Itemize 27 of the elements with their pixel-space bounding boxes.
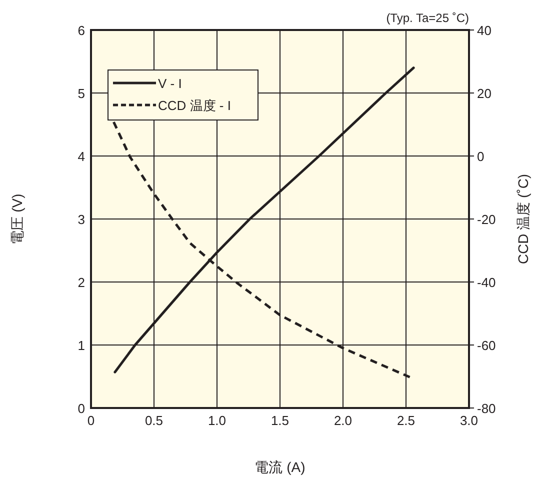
x-tick-label: 0.5 bbox=[144, 413, 164, 428]
x-tick-label: 0 bbox=[87, 413, 95, 428]
y2-tick-label: -60 bbox=[477, 338, 496, 353]
y-axis-title: 電圧 (V) bbox=[9, 194, 25, 244]
y-tick-label: 1 bbox=[78, 338, 85, 353]
y2-tick-label: 0 bbox=[477, 149, 484, 164]
x-tick-label: 1.0 bbox=[208, 413, 226, 428]
y-tick-label: 5 bbox=[78, 86, 85, 101]
y2-tick-label: 20 bbox=[477, 86, 492, 101]
y2-tick-label: 40 bbox=[477, 23, 492, 38]
legend-label: CCD 温度 - I bbox=[158, 98, 231, 113]
x-axis-title: 電流 (A) bbox=[254, 459, 306, 475]
x-tick-label: 3.0 bbox=[460, 413, 478, 428]
x-tick-label: 2.5 bbox=[396, 413, 416, 428]
text: (Typ. Ta=25 ˚C) bbox=[386, 11, 469, 25]
x-tick-label: 1.5 bbox=[270, 413, 290, 428]
y-tick-label: 3 bbox=[78, 212, 85, 227]
y-tick-label: 4 bbox=[78, 149, 85, 164]
y2-tick-label: -40 bbox=[477, 275, 496, 290]
y2-tick-label: -20 bbox=[477, 212, 496, 227]
y-tick-label: 2 bbox=[78, 275, 85, 290]
y2-axis-title: CCD 温度 (˚C) bbox=[515, 174, 531, 264]
x-tick-label: 2.0 bbox=[334, 413, 352, 428]
y-tick-label: 6 bbox=[78, 23, 85, 38]
y2-tick-label: -80 bbox=[477, 401, 496, 416]
y-tick-label: 0 bbox=[78, 401, 85, 416]
legend-label: V - I bbox=[158, 76, 182, 91]
